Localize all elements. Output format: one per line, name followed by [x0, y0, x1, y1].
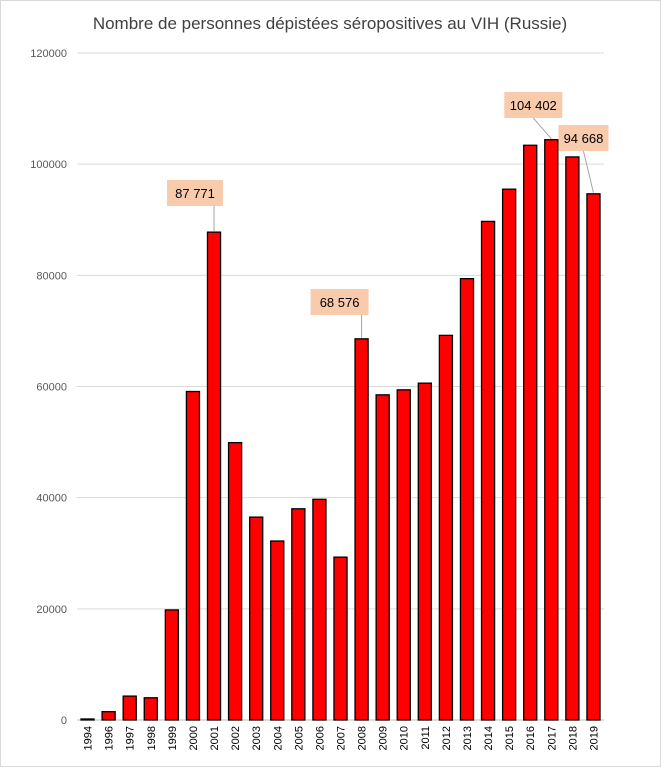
- x-tick-label: 1998: [146, 726, 158, 750]
- bar-1997: [122, 695, 137, 721]
- bar-2018: [565, 156, 580, 721]
- data-label-text: 94 668: [564, 131, 604, 146]
- bar-2016: [523, 144, 538, 721]
- data-label-box: [558, 125, 609, 151]
- x-tick-label: 2004: [272, 726, 284, 750]
- data-label-2017: 104 402: [504, 92, 563, 140]
- leader-line: [532, 117, 552, 140]
- x-axis-ticks: 1994 1996 1997 1998 1999 2000 2001 2002 2003 2004…: [83, 726, 601, 750]
- data-label-text: 68 576: [320, 295, 360, 310]
- data-label-2001: 87 771: [167, 180, 224, 232]
- bar-2004: [270, 540, 285, 721]
- y-tick-label: 40000: [36, 493, 67, 505]
- bar-2001: [206, 231, 222, 721]
- y-axis-ticks: 0 20000 40000 60000 80000 100000 120000: [30, 48, 67, 727]
- data-label-box: [504, 92, 563, 118]
- bar-2000: [185, 390, 201, 721]
- x-tick-label: 2014: [483, 726, 495, 750]
- bar-1994: [80, 718, 95, 721]
- x-tick-label: 2019: [588, 726, 600, 750]
- data-labels: 87 771 68 576 104 402 94 668: [167, 92, 609, 338]
- x-tick-label: 2010: [399, 726, 411, 750]
- x-tick-label: 1996: [104, 726, 116, 750]
- data-label-text: 104 402: [510, 98, 557, 113]
- x-tick-label: 2000: [188, 726, 200, 750]
- bar-2011: [417, 382, 433, 721]
- bar-2017: [544, 139, 559, 721]
- chart-title: Nombre de personnes dépistées séropositi…: [93, 14, 567, 33]
- bar-2009: [375, 394, 390, 721]
- bar-2005: [291, 508, 306, 721]
- y-tick-label: 120000: [30, 48, 67, 60]
- y-tick-label: 0: [61, 715, 67, 727]
- x-tick-label: 2003: [251, 726, 263, 750]
- bar-2015: [501, 188, 517, 721]
- bar-2013: [459, 278, 475, 721]
- bar-2008: [354, 338, 369, 721]
- bar-2014: [480, 220, 496, 721]
- bar-2010: [396, 389, 411, 721]
- bar-1996: [101, 711, 116, 721]
- bar-2019: [586, 193, 601, 721]
- x-tick-label: 2017: [546, 726, 558, 750]
- bars: [80, 139, 601, 721]
- y-tick-label: 20000: [36, 604, 67, 616]
- bar-1999: [164, 609, 180, 721]
- x-tick-label: 2011: [420, 726, 432, 750]
- x-tick-label: 2012: [441, 726, 453, 750]
- x-tick-label: 2013: [462, 726, 474, 750]
- y-tick-label: 80000: [36, 270, 67, 282]
- data-label-box: [310, 289, 369, 315]
- x-tick-label: 2018: [567, 726, 579, 750]
- x-tick-label: 2006: [314, 726, 326, 750]
- x-tick-label: 2016: [525, 726, 537, 750]
- y-tick-label: 60000: [36, 382, 67, 394]
- data-label-2019: 94 668: [558, 125, 609, 193]
- bar-2007: [333, 556, 348, 721]
- x-tick-label: 2008: [357, 726, 369, 750]
- x-tick-label: 1994: [83, 726, 95, 750]
- x-tick-label: 2009: [378, 726, 390, 750]
- data-label-box: [167, 180, 224, 206]
- bar-2012: [438, 334, 454, 721]
- x-tick-label: 2005: [293, 726, 305, 750]
- leader-line: [582, 150, 594, 193]
- bar-1998: [143, 697, 158, 721]
- data-label-2008: 68 576: [310, 289, 369, 338]
- x-tick-label: 2001: [209, 726, 221, 750]
- bar-2006: [312, 498, 327, 721]
- bar-2002: [227, 441, 243, 721]
- data-label-text: 87 771: [175, 186, 215, 201]
- x-tick-label: 1999: [167, 726, 179, 750]
- x-tick-label: 2007: [336, 726, 348, 750]
- bar-2003: [248, 516, 264, 721]
- x-tick-label: 2002: [230, 726, 242, 750]
- x-tick-label: 1997: [125, 726, 137, 750]
- x-tick-label: 2015: [504, 726, 516, 750]
- y-tick-label: 100000: [30, 159, 67, 171]
